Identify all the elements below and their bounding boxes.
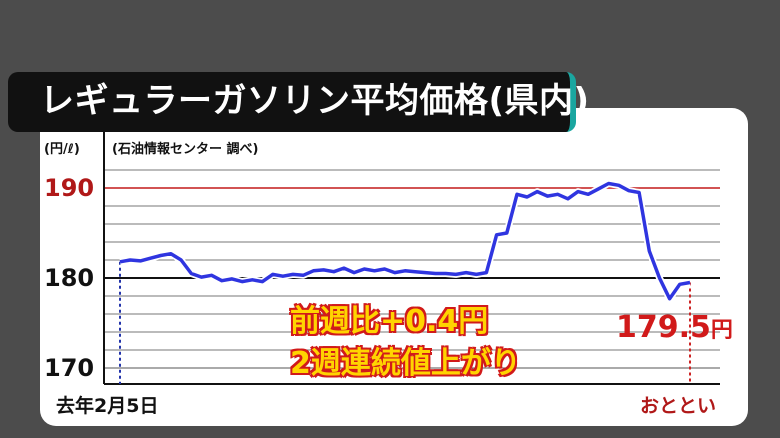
chart-title: レギュラーガソリン平均価格(県内) [40,81,590,121]
y-tick-180: 180 [44,264,95,292]
series-line [119,181,691,301]
latest-price-unit: 円 [710,318,733,343]
latest-price-label: 179.5円 [616,312,733,348]
x-end-label: おととい [640,395,717,417]
title-banner: レギュラーガソリン平均価格(県内) [8,72,589,132]
y-unit-label: (円/ℓ) [44,142,80,157]
series-line-halo [119,180,691,303]
x-start-label: 去年2月5日 [56,395,159,417]
latest-price-value: 179.5 [616,310,711,345]
trend-callout: 2週連続値上がり [289,345,522,382]
weekly-change-callout: 前週比+0.4円 [289,303,489,340]
chart-panel [40,108,748,426]
y-tick-190: 190 [44,174,95,202]
y-tick-170: 170 [44,354,95,382]
source-note: (石油情報センター 調べ) [112,142,259,157]
